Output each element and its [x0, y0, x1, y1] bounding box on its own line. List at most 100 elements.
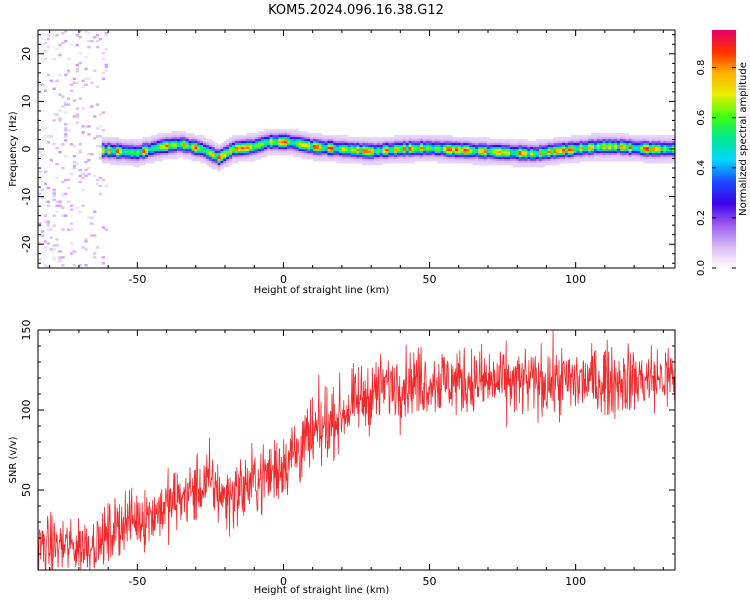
- heatmap-cell: [570, 150, 575, 154]
- heatmap-cell: [452, 156, 456, 160]
- heatmap-cell: [553, 147, 557, 150]
- heatmap-cell: [58, 260, 62, 263]
- heatmap-cell: [165, 150, 169, 154]
- x-tick-label: 100: [565, 273, 586, 286]
- heatmap-cell: [124, 143, 129, 146]
- heatmap-cell: [446, 152, 450, 156]
- heatmap-cell: [573, 137, 578, 140]
- heatmap-cell: [69, 143, 74, 146]
- heatmap-cell: [672, 135, 676, 138]
- heatmap-cell: [217, 150, 221, 154]
- heatmap-cell: [533, 149, 537, 152]
- heatmap-cell: [168, 141, 172, 144]
- heatmap-cell: [564, 149, 569, 152]
- heatmap-cell: [101, 152, 106, 156]
- heatmap-cell: [365, 154, 369, 158]
- heatmap-cell: [524, 139, 528, 142]
- heatmap-cell: [168, 133, 172, 136]
- heatmap-cell: [449, 152, 453, 156]
- heatmap-cell: [142, 137, 146, 140]
- heatmap-cell: [145, 149, 149, 152]
- heatmap-cell: [388, 154, 392, 158]
- heatmap-cell: [148, 147, 152, 150]
- heatmap-cell: [307, 141, 311, 144]
- colorbar-ticks: 0.00.20.40.60.8: [696, 60, 736, 276]
- heatmap-cell: [263, 154, 268, 158]
- heatmap-cell: [672, 150, 676, 154]
- heatmap-cell: [194, 149, 198, 152]
- heatmap-cell: [344, 156, 349, 160]
- heatmap-cell: [87, 45, 91, 49]
- heatmap-cell: [431, 141, 436, 144]
- heatmap-cell: [556, 156, 560, 160]
- heatmap-cell: [153, 143, 158, 146]
- heatmap-cell: [423, 147, 427, 150]
- heatmap-cell: [203, 141, 207, 144]
- heatmap-cell: [295, 131, 300, 134]
- heatmap-cell: [90, 222, 94, 225]
- heatmap-cell: [307, 145, 311, 148]
- heatmap-cell: [564, 154, 569, 158]
- heatmap-cell: [654, 139, 659, 142]
- heatmap-cell: [547, 160, 551, 164]
- heatmap-cell: [43, 89, 48, 92]
- heatmap-cell: [156, 150, 161, 154]
- heatmap-cell: [605, 135, 609, 138]
- heatmap-cell: [119, 145, 123, 148]
- heatmap-cell: [628, 149, 633, 152]
- heatmap-cell: [234, 152, 239, 156]
- heatmap-cell: [298, 131, 302, 134]
- heatmap-cell: [246, 135, 250, 138]
- heatmap-cell: [174, 139, 178, 142]
- heatmap-cell: [139, 162, 143, 166]
- heatmap-cell: [588, 152, 592, 156]
- heatmap-cell: [287, 150, 291, 154]
- heatmap-cell: [585, 158, 589, 162]
- heatmap-cell: [336, 147, 340, 150]
- heatmap-cell: [399, 141, 404, 144]
- y-tick-label: -20: [20, 235, 33, 253]
- heatmap-cell: [260, 133, 265, 136]
- heatmap-cell: [596, 143, 601, 146]
- heatmap-cell: [339, 141, 343, 144]
- heatmap-cell: [78, 61, 82, 65]
- heatmap-cell: [614, 158, 618, 162]
- heatmap-cell: [179, 133, 184, 136]
- heatmap-cell: [420, 143, 424, 146]
- heatmap-cell: [229, 149, 233, 152]
- heatmap-cell: [443, 152, 447, 156]
- heatmap-cell: [84, 248, 88, 251]
- heatmap-cell: [324, 139, 329, 142]
- heatmap-cell: [119, 156, 123, 160]
- heatmap-cell: [414, 158, 418, 162]
- heatmap-cell: [550, 150, 554, 154]
- heatmap-cell: [533, 147, 537, 150]
- heatmap-cell: [605, 154, 609, 158]
- heatmap-cell: [324, 141, 329, 144]
- heatmap-cell: [353, 149, 357, 152]
- heatmap-cell: [229, 162, 233, 166]
- heatmap-cell: [55, 113, 59, 116]
- heatmap-cell: [663, 143, 667, 146]
- heatmap-cell: [121, 150, 126, 154]
- heatmap-cell: [185, 139, 190, 142]
- heatmap-cell: [582, 158, 586, 162]
- heatmap-cell: [110, 139, 114, 142]
- heatmap-cell: [379, 154, 384, 158]
- heatmap-cell: [504, 160, 508, 164]
- heatmap-cell: [365, 141, 369, 144]
- heatmap-cell: [90, 39, 94, 43]
- heatmap-cell: [162, 135, 166, 138]
- heatmap-cell: [61, 206, 65, 209]
- heatmap-cell: [197, 137, 201, 140]
- heatmap-cell: [373, 156, 378, 160]
- heatmap-cell: [52, 194, 56, 198]
- heatmap-cell: [205, 156, 210, 160]
- heatmap-cell: [423, 152, 427, 156]
- heatmap-cell: [339, 150, 343, 154]
- heatmap-cell: [405, 137, 410, 140]
- heatmap-cell: [298, 133, 302, 136]
- heatmap-cell: [153, 141, 158, 144]
- heatmap-cell: [394, 145, 398, 148]
- heatmap-cell: [75, 206, 80, 209]
